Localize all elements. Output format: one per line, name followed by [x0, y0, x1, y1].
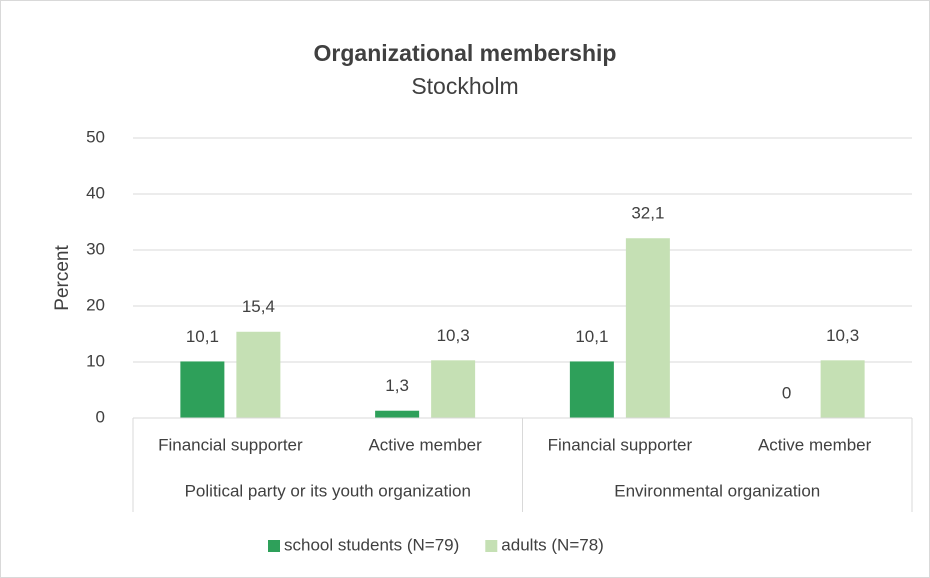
y-tick-label: 40	[86, 183, 105, 202]
x-tick-label: Financial supporter	[158, 435, 303, 454]
group-label: Environmental organization	[614, 481, 820, 500]
bar	[180, 361, 225, 418]
legend-label: adults (N=78)	[501, 535, 604, 554]
data-label: 10,3	[826, 326, 859, 345]
bar	[236, 331, 281, 418]
legend-swatch	[485, 540, 498, 552]
data-label: 10,3	[437, 326, 470, 345]
bar	[820, 360, 865, 418]
data-label: 1,3	[385, 376, 409, 395]
chart-title: Organizational membership	[314, 40, 617, 66]
bar	[569, 361, 614, 418]
x-tick-label: Active member	[368, 435, 482, 454]
data-label: 0	[782, 383, 791, 402]
y-tick-label: 30	[86, 239, 105, 258]
chart-subtitle: Stockholm	[411, 73, 518, 99]
y-axis-title: Percent	[52, 245, 73, 311]
x-tick-label: Active member	[758, 435, 872, 454]
y-tick-label: 0	[96, 407, 105, 426]
y-tick-label: 50	[86, 127, 105, 146]
data-label: 32,1	[631, 204, 664, 223]
x-tick-label: Financial supporter	[548, 435, 693, 454]
data-label: 15,4	[242, 297, 275, 316]
bar	[431, 360, 476, 418]
bar	[375, 410, 420, 418]
data-label: 10,1	[186, 327, 219, 346]
y-tick-label: 20	[86, 295, 105, 314]
legend-swatch	[268, 540, 280, 552]
y-tick-label: 10	[86, 351, 105, 370]
data-label: 10,1	[575, 327, 608, 346]
legend-label: school students (N=79)	[284, 535, 459, 554]
bar	[625, 238, 670, 418]
group-label: Political party or its youth organizatio…	[185, 481, 471, 500]
